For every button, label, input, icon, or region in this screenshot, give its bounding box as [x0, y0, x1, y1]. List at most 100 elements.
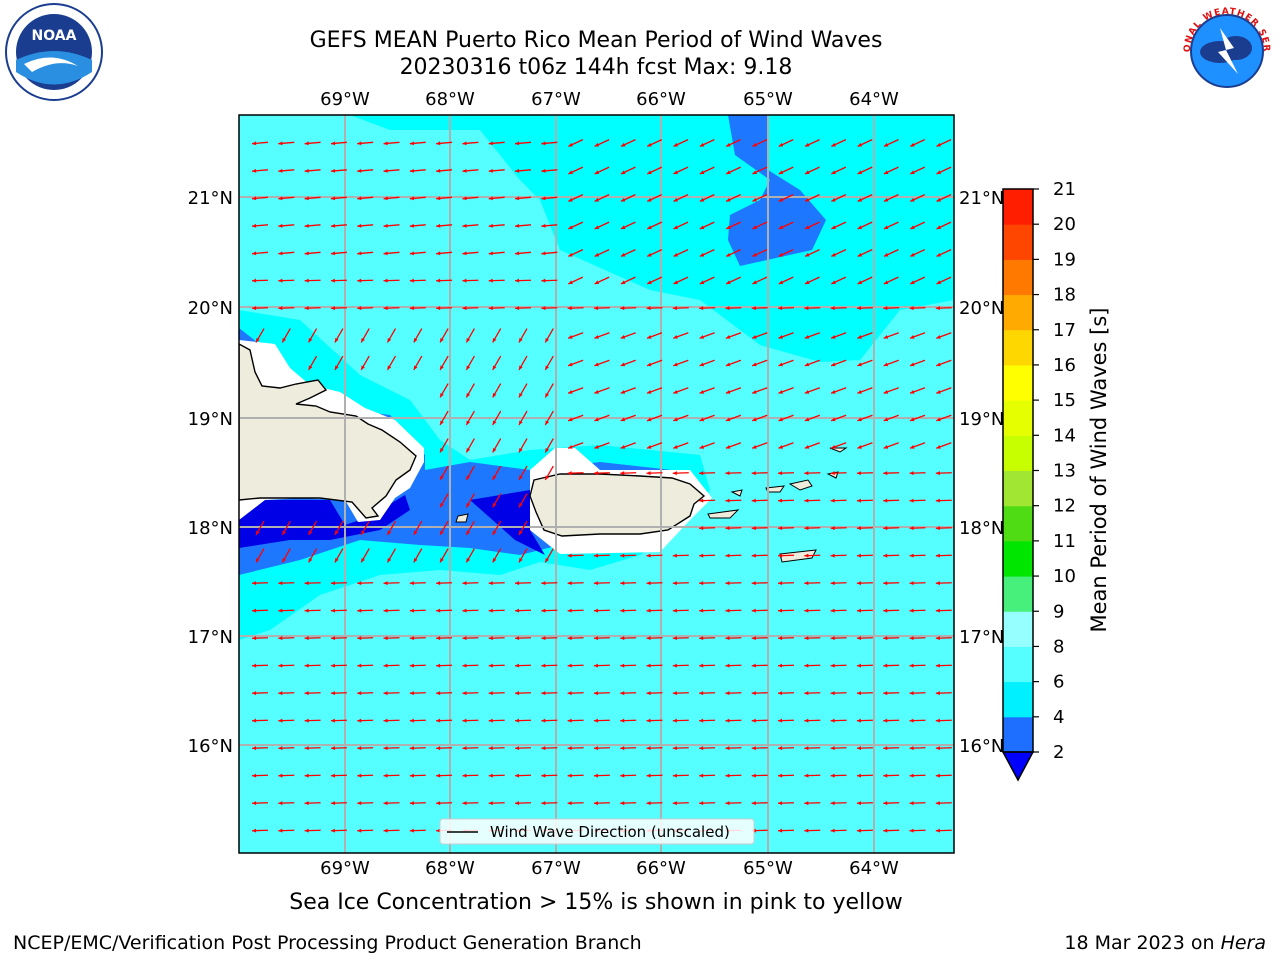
- wind-wave-arrow: [909, 306, 926, 311]
- wind-wave-arrow: [251, 801, 269, 806]
- land-anegada: [829, 447, 848, 453]
- wind-wave-arrow: [409, 581, 426, 586]
- wind-wave-arrow: [251, 168, 269, 173]
- wind-wave-arrow: [308, 520, 318, 536]
- wind-wave-arrow: [278, 168, 295, 173]
- wind-wave-arrow: [330, 828, 347, 833]
- wind-wave-arrow: [567, 801, 584, 806]
- colorbar-tick-label: 15: [1053, 390, 1076, 411]
- wind-wave-arrow: [699, 166, 715, 175]
- wind-wave-arrow: [699, 139, 715, 147]
- wind-wave-arrow: [725, 221, 741, 230]
- wind-wave-arrow: [383, 141, 400, 146]
- wind-wave-arrow: [725, 718, 742, 723]
- wind-wave-arrow: [567, 553, 584, 558]
- wind-wave-arrow: [909, 553, 926, 558]
- wind-wave-arrow: [883, 663, 900, 668]
- wind-wave-arrow: [752, 276, 768, 285]
- wind-wave-arrow: [251, 636, 269, 641]
- wind-wave-arrow: [646, 276, 663, 285]
- wind-wave-arrow: [883, 526, 900, 531]
- wind-wave-arrow: [462, 141, 479, 146]
- wind-wave-arrow: [439, 355, 449, 371]
- wind-wave-arrow: [830, 526, 847, 531]
- colorbar-segment: [1003, 294, 1033, 331]
- wind-wave-arrow: [492, 355, 502, 371]
- footer-host: Hera: [1220, 932, 1266, 954]
- wind-wave-arrow: [304, 608, 321, 613]
- wind-wave-arrow: [334, 520, 344, 536]
- wind-wave-arrow: [804, 166, 820, 175]
- wind-wave-arrow: [620, 221, 636, 230]
- land-vieques: [707, 509, 740, 519]
- wind-wave-arrow: [725, 498, 742, 503]
- wind-wave-arrow: [357, 828, 374, 833]
- wind-wave-arrow: [251, 608, 269, 613]
- wind-wave-arrow: [909, 746, 926, 751]
- wind-wave-arrow: [357, 608, 374, 613]
- wind-wave-arrow: [778, 221, 794, 230]
- wind-wave-arrow: [909, 414, 926, 422]
- wind-wave-arrow: [883, 718, 900, 723]
- wind-wave-arrow: [673, 249, 689, 257]
- wind-wave-arrow: [488, 608, 505, 613]
- wind-wave-arrow: [777, 636, 795, 641]
- wind-wave-arrow: [488, 718, 505, 723]
- sea-ice-caption: Sea Ice Concentration > 15% is shown in …: [289, 890, 903, 915]
- wind-wave-arrow: [436, 773, 453, 778]
- wind-wave-arrow: [488, 636, 505, 641]
- wind-wave-arrow: [751, 801, 768, 806]
- wind-wave-arrow: [541, 581, 558, 586]
- wind-wave-arrow: [567, 581, 584, 586]
- wind-wave-arrow: [699, 359, 715, 367]
- wind-wave-arrow: [909, 663, 926, 668]
- wind-wave-arrow: [462, 746, 479, 751]
- colorbar-tick-label: 8: [1053, 636, 1064, 657]
- wind-wave-arrow: [673, 221, 689, 230]
- wind-wave-arrow: [646, 387, 663, 394]
- lon-label-bottom: 65°W: [743, 858, 793, 879]
- wind-wave-arrow: [544, 328, 554, 343]
- wind-wave-arrow: [304, 773, 321, 778]
- wind-wave-arrow: [383, 663, 400, 668]
- wind-wave-arrow: [725, 166, 741, 175]
- wind-wave-arrow: [699, 746, 716, 751]
- wind-wave-arrow: [777, 581, 795, 586]
- wind-wave-arrow: [804, 359, 821, 367]
- wind-wave-arrow: [436, 718, 453, 723]
- wind-wave-arrow: [413, 328, 423, 343]
- wind-wave-arrow: [462, 251, 479, 256]
- wind-wave-arrow: [751, 663, 768, 668]
- lat-label-right: 18°N: [959, 518, 1004, 539]
- wind-wave-arrow: [462, 306, 479, 311]
- wind-wave-arrow: [409, 196, 426, 201]
- wind-wave-arrow: [935, 691, 952, 696]
- wind-wave-arrow: [568, 276, 584, 285]
- wind-wave-arrow: [544, 548, 554, 563]
- wind-wave-arrow: [593, 746, 610, 751]
- wind-wave-arrow: [777, 306, 795, 311]
- wind-wave-arrow: [804, 249, 820, 257]
- wind-wave-arrow: [518, 520, 528, 536]
- wind-wave-arrow: [357, 278, 374, 283]
- wind-wave-arrow: [725, 581, 742, 586]
- wind-wave-arrow: [909, 801, 926, 806]
- wind-wave-arrow: [751, 636, 768, 641]
- wind-wave-arrow: [830, 581, 847, 586]
- wind-wave-arrow: [830, 414, 847, 422]
- wind-wave-arrow: [304, 141, 321, 146]
- wind-wave-arrow: [699, 581, 716, 586]
- lon-label-bottom: 66°W: [636, 858, 686, 879]
- wind-wave-arrow: [593, 581, 610, 586]
- wind-wave-arrow: [857, 249, 873, 257]
- wind-wave-arrow: [725, 387, 742, 394]
- wind-wave-arrow: [751, 581, 768, 586]
- wind-wave-arrow: [620, 276, 636, 285]
- wind-wave-arrow: [909, 387, 926, 394]
- wind-wave-arrow: [383, 306, 400, 311]
- lat-label-left: 19°N: [188, 409, 233, 430]
- wind-wave-arrow: [465, 520, 475, 536]
- wind-wave-arrow: [330, 581, 347, 586]
- lat-labels-right: 21°N 20°N 19°N 18°N 17°N 16°N: [959, 188, 1004, 757]
- wind-wave-arrow: [281, 520, 291, 536]
